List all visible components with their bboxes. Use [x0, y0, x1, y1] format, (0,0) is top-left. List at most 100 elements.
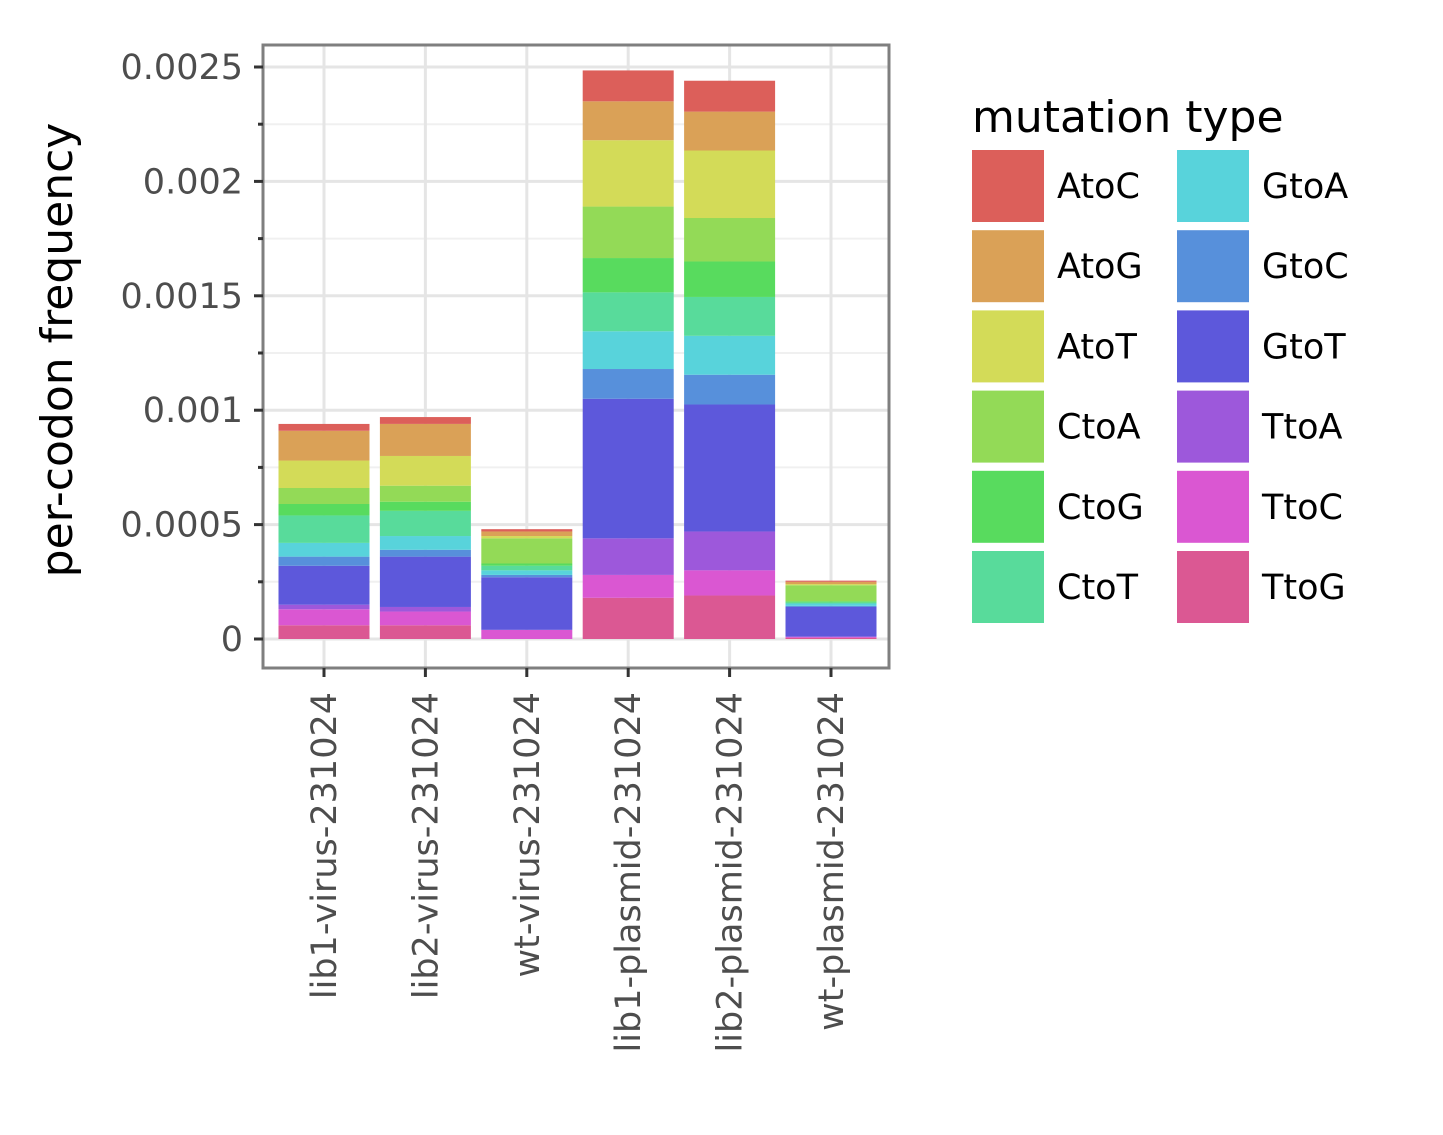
axes: 0 0.0005 0.001 0.0015 0.002 0.0025 lib1-virus-… [121, 48, 852, 1052]
bar-segment-TtoG [278, 625, 370, 639]
bar-segment-TtoC [481, 629, 573, 639]
bar-segment-AtoC [684, 80, 776, 112]
bar-segment-GtoA [582, 331, 674, 370]
bar-segment-TtoA [379, 606, 471, 612]
bar-segment-CtoG [278, 504, 370, 516]
bar-segment-GtoT [785, 606, 877, 637]
x-tick-label: lib1-plasmid-231024 [609, 692, 649, 1052]
bar-segment-AtoT [785, 584, 877, 586]
legend-key-CtoA [972, 390, 1044, 463]
legend-key-TtoA [1177, 390, 1249, 463]
x-tick-label: wt-virus-231024 [508, 692, 548, 978]
legend-label-CtoA: CtoA [1057, 408, 1141, 448]
x-tick-label: wt-plasmid-231024 [812, 692, 852, 1031]
bar-segment-TtoA [684, 531, 776, 571]
bar-segment-AtoT [684, 150, 776, 219]
bar-segment-CtoT [785, 602, 877, 604]
legend: AtoC AtoG AtoT CtoA CtoG CtoT GtoA GtoC GtoT TtoA… [972, 150, 1349, 623]
bar-segment-TtoC [785, 636, 877, 638]
bar-segment-AtoG [481, 531, 573, 537]
bar-segment-AtoC [785, 580, 877, 582]
legend-label-GtoA: GtoA [1262, 167, 1348, 207]
legend-label-GtoC: GtoC [1262, 247, 1349, 287]
y-tick-label: 0.0005 [121, 506, 243, 546]
bar-segment-CtoT [582, 292, 674, 332]
bar-segment-TtoA [278, 604, 370, 610]
y-tick-label: 0 [221, 620, 243, 660]
bar-segment-TtoG [785, 637, 877, 639]
bar-segment-CtoG [684, 261, 776, 297]
bar-segment-GtoC [785, 605, 877, 607]
y-tick-label: 0.002 [143, 162, 243, 202]
legend-key-AtoG [972, 230, 1044, 303]
bar-segment-CtoA [379, 485, 471, 502]
legend-label-AtoT: AtoT [1057, 327, 1137, 367]
bar-segment-CtoG [481, 563, 573, 566]
bar-segment-CtoA [785, 585, 877, 602]
legend-label-CtoG: CtoG [1057, 488, 1144, 528]
bar-segment-GtoA [379, 536, 471, 550]
legend-key-GtoC [1177, 230, 1249, 303]
bar-segment-CtoT [278, 515, 370, 543]
y-tick-label: 0.0015 [121, 277, 243, 317]
bar-segment-GtoC [582, 369, 674, 399]
bar-segment-TtoC [582, 574, 674, 598]
bar-segment-AtoG [278, 430, 370, 461]
bars [278, 70, 877, 639]
legend-title: mutation type [972, 92, 1284, 143]
bar-segment-TtoG [582, 597, 674, 639]
bar-segment-AtoC [582, 70, 674, 102]
bar-segment-TtoC [684, 570, 776, 596]
x-tick-label: lib2-virus-231024 [406, 692, 446, 999]
legend-key-CtoG [972, 470, 1044, 543]
bar-segment-GtoC [684, 374, 776, 405]
legend-label-AtoG: AtoG [1057, 247, 1143, 287]
panel-border [261, 43, 891, 670]
legend-key-AtoC [972, 150, 1044, 222]
legend-key-AtoT [972, 310, 1044, 383]
y-tick-label: 0.0025 [121, 48, 243, 88]
legend-key-GtoT [1177, 310, 1249, 383]
bar-segment-TtoC [379, 611, 471, 626]
bar-segment-GtoT [684, 404, 776, 532]
bar-segment-GtoA [481, 570, 573, 575]
legend-label-AtoC: AtoC [1057, 167, 1140, 207]
bar-segment-TtoA [582, 538, 674, 575]
bar-segment-GtoA [684, 335, 776, 375]
bar-segment-AtoT [379, 455, 471, 486]
x-tick-label: lib2-plasmid-231024 [711, 692, 751, 1052]
legend-key-TtoG [1177, 551, 1249, 623]
bar-segment-GtoA [785, 603, 877, 606]
bar-segment-AtoG [785, 581, 877, 585]
bar-segment-CtoG [582, 258, 674, 293]
bar-segment-AtoG [379, 423, 471, 456]
legend-label-CtoT: CtoT [1057, 568, 1139, 608]
legend-label-GtoT: GtoT [1262, 327, 1346, 367]
legend-key-TtoC [1177, 470, 1249, 543]
bar-segment-AtoT [582, 140, 674, 207]
bar-segment-GtoC [481, 574, 573, 578]
bar-segment-CtoT [481, 565, 573, 571]
bar-segment-GtoA [278, 542, 370, 557]
legend-key-CtoT [972, 551, 1044, 623]
bar-segment-GtoT [379, 556, 471, 607]
bar-segment-CtoT [684, 296, 776, 336]
legend-label-TtoG: TtoG [1261, 568, 1346, 608]
bar-segment-AtoT [481, 536, 573, 539]
bar-segment-CtoT [379, 510, 471, 537]
bar-segment-AtoC [481, 529, 573, 532]
bar-segment-AtoG [582, 101, 674, 141]
bar-segment-TtoC [278, 609, 370, 626]
bar-segment-CtoA [481, 538, 573, 564]
bar-segment-GtoC [278, 556, 370, 566]
x-tick-label: lib1-virus-231024 [305, 692, 345, 999]
bar-segment-TtoG [684, 595, 776, 639]
legend-label-TtoA: TtoA [1261, 408, 1343, 448]
legend-label-TtoC: TtoC [1261, 488, 1343, 528]
bar-segment-TtoG [379, 625, 471, 639]
bar-segment-CtoG [785, 601, 877, 603]
bar-segment-GtoT [582, 398, 674, 539]
y-tick-label: 0.001 [143, 391, 243, 431]
bar-segment-CtoA [684, 218, 776, 262]
bar-segment-GtoC [379, 549, 471, 557]
